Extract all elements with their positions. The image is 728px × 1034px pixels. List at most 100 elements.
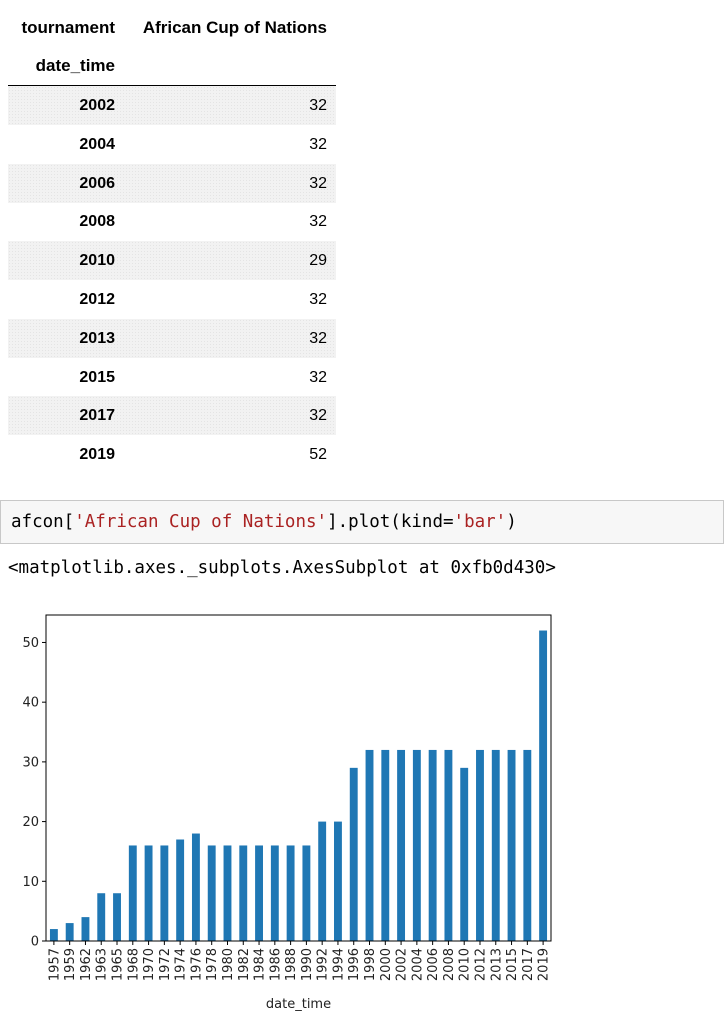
bar xyxy=(444,749,453,941)
row-value: 52 xyxy=(309,446,327,464)
bar xyxy=(207,845,216,941)
table-row: 2019 52 xyxy=(8,435,336,474)
x-tick-label: 1957 xyxy=(47,948,62,981)
bar xyxy=(523,749,532,941)
x-tick-label: 1984 xyxy=(253,948,268,981)
bar xyxy=(365,749,374,941)
y-tick-label: 10 xyxy=(22,875,39,890)
row-index: 2002 xyxy=(79,97,115,114)
x-tick-label: 2000 xyxy=(379,948,394,981)
plot-frame xyxy=(45,614,552,942)
row-value: 32 xyxy=(309,407,327,425)
row-value: 32 xyxy=(309,174,327,192)
x-tick-label: 1978 xyxy=(205,948,220,981)
x-tick-label: 2006 xyxy=(426,948,441,981)
bar xyxy=(191,833,200,941)
bar xyxy=(176,839,185,941)
bar xyxy=(381,749,390,941)
bar xyxy=(239,845,248,941)
table-row: 2008 32 xyxy=(8,202,336,241)
x-tick-label: 2013 xyxy=(489,948,504,981)
x-tick-label: 2004 xyxy=(410,948,425,981)
x-tick-label: 1986 xyxy=(268,948,283,981)
bar xyxy=(397,749,406,941)
header-divider xyxy=(8,85,336,86)
x-tick-label: 1980 xyxy=(221,948,236,981)
bar xyxy=(255,845,263,941)
output-text: <matplotlib.axes._subplots.AxesSubplot a… xyxy=(8,558,556,578)
table-row: 2010 29 xyxy=(8,241,336,281)
bar xyxy=(270,845,279,941)
x-tick-label: 1996 xyxy=(347,948,362,981)
x-tick-label: 1976 xyxy=(189,948,204,981)
x-tick-label: 1994 xyxy=(331,948,346,981)
index-name: date_time xyxy=(35,56,115,75)
x-tick-label: 1982 xyxy=(237,948,252,981)
code-cell[interactable]: afcon['African Cup of Nations'].plot(kin… xyxy=(0,500,724,544)
table-row: 2006 32 xyxy=(8,163,336,203)
bar xyxy=(65,923,74,941)
y-tick-label: 50 xyxy=(22,636,39,651)
x-axis-label: date_time xyxy=(266,997,331,1012)
bar xyxy=(334,821,342,941)
x-tick-label: 1992 xyxy=(316,948,331,981)
x-tick-label: 2012 xyxy=(473,948,488,981)
bar xyxy=(412,749,421,941)
bar xyxy=(318,821,327,941)
x-tick-label: 2015 xyxy=(505,948,520,981)
x-tick-label: 2017 xyxy=(521,948,536,981)
x-tick-label: 1998 xyxy=(363,948,378,981)
bar xyxy=(428,749,437,941)
bar xyxy=(144,845,153,941)
row-index: 2010 xyxy=(79,252,115,270)
row-index: 2013 xyxy=(79,329,115,347)
x-tick-label: 1968 xyxy=(126,948,141,981)
bar xyxy=(349,767,358,941)
bar xyxy=(507,749,516,941)
bar xyxy=(476,749,484,941)
bar xyxy=(286,845,295,941)
bar xyxy=(302,845,311,941)
table-row: 2004 32 xyxy=(8,125,336,164)
row-index: 2012 xyxy=(79,291,115,308)
x-tick-label: 1970 xyxy=(142,948,157,981)
row-index: 2006 xyxy=(79,174,115,192)
x-tick-label: 1988 xyxy=(284,948,299,981)
y-tick-label: 40 xyxy=(22,696,39,711)
bar xyxy=(539,630,548,941)
x-tick-label: 1959 xyxy=(63,948,78,981)
y-tick-label: 0 xyxy=(31,935,39,950)
y-tick-label: 20 xyxy=(22,815,39,830)
x-tick-label: 2010 xyxy=(458,948,473,981)
x-tick-label: 1972 xyxy=(158,948,173,981)
x-tick-label: 1965 xyxy=(111,948,126,981)
row-index: 2017 xyxy=(79,407,115,425)
row-index: 2008 xyxy=(79,213,115,231)
x-tick-label: 1990 xyxy=(300,948,315,981)
bar xyxy=(223,845,232,941)
bar xyxy=(460,767,469,941)
row-value: 32 xyxy=(309,329,327,347)
table-row: 2017 32 xyxy=(8,396,336,436)
row-index: 2019 xyxy=(79,446,115,464)
x-tick-label: 2008 xyxy=(442,948,457,981)
table-row: 2015 32 xyxy=(8,358,336,397)
table-row: 2012 32 xyxy=(8,280,336,319)
x-tick-label: 1962 xyxy=(79,948,94,981)
row-value: 32 xyxy=(309,97,327,114)
code-input[interactable]: afcon['African Cup of Nations'].plot(kin… xyxy=(11,512,517,532)
bar xyxy=(113,893,121,941)
column-header-name: African Cup of Nations xyxy=(142,18,327,37)
row-value: 32 xyxy=(309,291,327,308)
y-tick-label: 30 xyxy=(22,755,39,770)
row-value: 32 xyxy=(309,213,327,231)
row-index: 2015 xyxy=(79,368,115,386)
table-row: 2013 32 xyxy=(8,318,336,358)
row-value: 29 xyxy=(309,252,327,270)
row-value: 32 xyxy=(309,368,327,386)
row-index: 2004 xyxy=(79,135,115,153)
column-header-label: tournament xyxy=(21,18,116,37)
bar xyxy=(49,929,58,941)
x-tick-label: 1963 xyxy=(95,948,110,981)
